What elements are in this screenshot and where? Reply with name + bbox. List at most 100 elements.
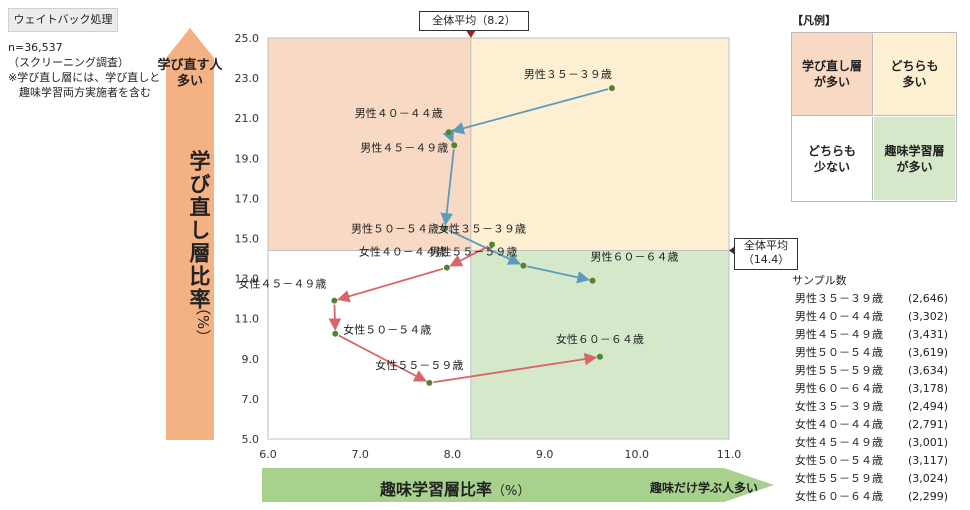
- sample-size-row: 女性５０－５４歳 (3,117): [795, 452, 955, 470]
- legend-cell-line: どちらも: [890, 59, 939, 73]
- sample-size-row: 女性４５－４９歳 (3,001): [795, 434, 955, 452]
- note-line: 趣味学習両方実施者を含む: [8, 86, 151, 99]
- sample-size-count: (3,431): [908, 328, 949, 341]
- sample-size-label: 男性４５－４９歳: [795, 328, 883, 341]
- x-arrow-shaft: [262, 468, 724, 502]
- legend-cell-relearning-high: 学び直し層 が多い: [792, 33, 873, 116]
- sample-size-count: (3,619): [908, 346, 949, 359]
- legend-cell-line: 多い: [902, 75, 927, 89]
- sample-size-row: 男性３５－３９歳 (2,646): [795, 290, 955, 308]
- data-point: [332, 330, 339, 337]
- sample-size-label: 男性４０－４４歳: [795, 310, 883, 323]
- sample-size-label: 女性６０－６４歳: [795, 490, 883, 503]
- quadrant-top-left: [268, 38, 471, 251]
- sample-size-count: (2,646): [908, 292, 949, 305]
- x-axis-title: 趣味学習層比率（%）: [380, 476, 530, 500]
- average-y-label-line: 全体平均: [744, 239, 788, 252]
- legend-cell-line: が多い: [896, 159, 933, 174]
- y-arrow-label: 学び直す人 多い: [148, 58, 232, 90]
- data-point: [489, 241, 496, 248]
- sample-size-row: 男性５０－５４歳 (3,619): [795, 344, 955, 362]
- y-tick-label: 13.0: [235, 273, 260, 286]
- y-tick-label: 7.0: [242, 393, 260, 406]
- data-point: [442, 225, 449, 232]
- sample-size-count: (3,178): [908, 382, 949, 395]
- data-point: [608, 85, 615, 92]
- x-axis-unit: （%）: [492, 484, 531, 499]
- data-point: [589, 277, 596, 284]
- point-label: 女性４５－４９歳: [238, 277, 326, 291]
- sample-size-row: 女性４０－４４歳 (2,791): [795, 416, 955, 434]
- sample-size-count: (3,634): [908, 364, 949, 377]
- x-axis-title-text: 趣味学習層比率: [380, 480, 493, 499]
- sample-size-label: 男性３５－３９歳: [795, 292, 883, 305]
- note-line: n=36,537: [8, 41, 63, 54]
- sample-notes: n=36,537 （スクリーニング調査） ※学び直し層には、学び直しと 趣味学習…: [8, 40, 160, 100]
- trend-arrow: [442, 128, 455, 143]
- legend-cell-line: が多い: [813, 75, 850, 89]
- x-tick-label: 10.0: [625, 448, 650, 461]
- legend-cell-line: 学び直し層: [801, 59, 862, 73]
- legend-cell-both-high: どちらも 多い: [874, 33, 955, 116]
- sample-size-label: 男性５５－５９歳: [795, 364, 883, 377]
- trend-arrow: [338, 334, 427, 382]
- trend-arrow: [328, 304, 342, 331]
- point-label: 女性５５－５９歳: [375, 358, 463, 372]
- x-arrow-label: 趣味だけ学ぶ人多い: [650, 481, 759, 495]
- x-tick-label: 7.0: [351, 448, 369, 461]
- x-arrow-head: [724, 468, 774, 502]
- x-tick-label: 6.0: [259, 448, 277, 461]
- legend-cell-both-low: どちらも 少ない: [792, 117, 873, 200]
- trend-arrow: [448, 229, 521, 265]
- y-tick-label: 17.0: [235, 192, 260, 205]
- sample-size-count: (3,302): [908, 310, 949, 323]
- average-y-label-line: （14.4）: [742, 253, 790, 266]
- x-tick-label: 11.0: [717, 448, 742, 461]
- trend-arrow: [451, 88, 609, 135]
- legend-cell-line: どちらも: [807, 143, 856, 158]
- note-line: ※学び直し層には、学び直しと: [8, 71, 161, 84]
- data-point: [331, 297, 338, 304]
- sample-size-row: 男性５５－５９歳 (3,634): [795, 362, 955, 380]
- data-point: [520, 262, 527, 269]
- sample-size-row: 女性５５－５９歳 (3,024): [795, 470, 955, 488]
- y-tick-label: 11.0: [235, 313, 260, 326]
- data-point: [451, 142, 458, 149]
- trend-arrow: [449, 245, 489, 267]
- legend-cell-hobby-high: 趣味学習層 が多い: [874, 117, 955, 200]
- point-label: 男性４５－４９歳: [360, 140, 448, 154]
- y-axis-arrow: [166, 28, 214, 440]
- y-tick-label: 19.0: [235, 152, 260, 165]
- sample-size-row: 女性３５－３９歳 (2,494): [795, 398, 955, 416]
- trend-arrow: [433, 352, 598, 384]
- y-tick-label: 25.0: [235, 32, 260, 45]
- sample-size-count: (2,494): [908, 400, 949, 413]
- y-arrow-label-line: 多い: [176, 74, 203, 89]
- point-label: 女性５０－５４歳: [343, 323, 431, 337]
- x-axis-arrow: [262, 468, 774, 502]
- sample-size-count: (3,001): [908, 436, 949, 449]
- data-point: [426, 379, 433, 386]
- plot-frame: [267, 37, 730, 440]
- y-axis-unit: （%）: [194, 300, 212, 345]
- point-label: 男性５０－５４歳: [351, 221, 439, 235]
- point-label: 女性６０－６４歳: [556, 332, 644, 346]
- y-tick-label: 15.0: [235, 233, 260, 246]
- y-arrow-shaft: [166, 58, 214, 440]
- legend-title: 【凡例】: [792, 14, 836, 27]
- sample-size-row: 男性４５－４９歳 (3,431): [795, 326, 955, 344]
- sample-size-label: 男性６０－６４歳: [795, 382, 883, 395]
- y-axis-title: 学び直し層比率: [187, 150, 211, 311]
- sample-size-row: 男性４０－４４歳 (3,302): [795, 308, 955, 326]
- quadrant-top-right: [470, 38, 729, 251]
- y-arrow-label-line: 学び直す人: [157, 58, 223, 73]
- y-arrow-head: [166, 28, 214, 58]
- weighting-tag: ウェイトバック処理: [8, 8, 118, 32]
- quadrant-bottom-right: [470, 250, 729, 439]
- sample-size-count: (3,117): [908, 454, 949, 467]
- sample-size-count: (2,299): [908, 490, 949, 503]
- legend: 学び直し層 が多い どちらも 多い どちらも 少ない 趣味学習層 が多い: [791, 32, 957, 202]
- sample-size-label: 女性４５－４９歳: [795, 436, 883, 449]
- average-y-label: 全体平均 （14.4）: [734, 238, 798, 270]
